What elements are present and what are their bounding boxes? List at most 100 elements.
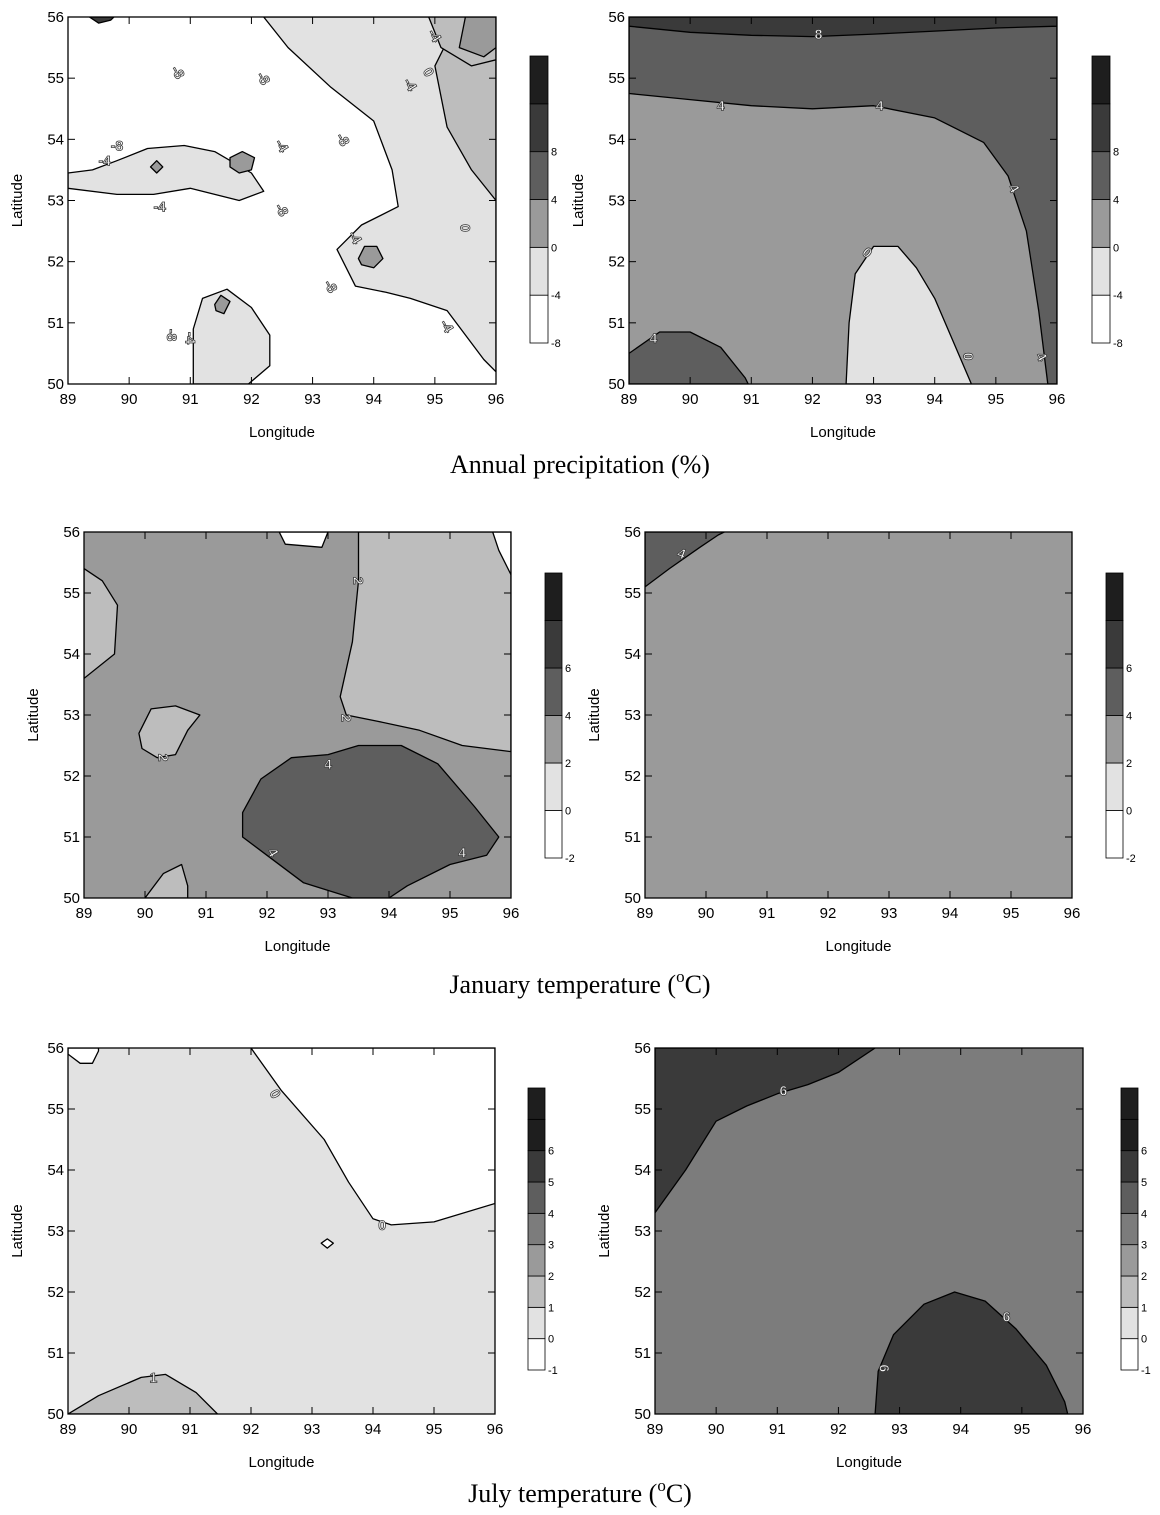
colorbar: -8 -4 0 4 8 <box>1091 55 1123 350</box>
colorbar-segment <box>527 1306 546 1340</box>
x-tick-label: 91 <box>743 391 760 408</box>
contour-region-3 <box>144 863 189 898</box>
x-tick-label: 91 <box>182 1421 199 1438</box>
x-axis-title: Longitude <box>265 938 331 955</box>
colorbar-segment <box>527 1181 546 1214</box>
contour-regions <box>68 1048 495 1414</box>
contour-region-2 <box>845 245 973 384</box>
x-axis-title: Longitude <box>810 424 876 441</box>
colorbar-label: 1 <box>548 1302 554 1314</box>
colorbar-label: 4 <box>1126 711 1132 723</box>
colorbar-label: -8 <box>551 338 561 350</box>
colorbar: -1 0 1 2 3 4 5 6 <box>1120 1087 1151 1377</box>
x-tick-label: 95 <box>988 391 1005 408</box>
colorbar-segment <box>1091 55 1111 105</box>
x-tick-label: 92 <box>804 391 821 408</box>
y-tick-label: 55 <box>63 585 80 602</box>
contour-region-0 <box>68 144 265 202</box>
x-axis-title: Longitude <box>836 1454 902 1471</box>
x-tick-label: 91 <box>759 905 776 922</box>
colorbar-segment <box>527 1212 546 1246</box>
colorbar-segment <box>527 1150 546 1183</box>
contour-region-0 <box>250 1048 495 1226</box>
y-tick-label: 50 <box>608 376 625 393</box>
colorbar-label: 0 <box>548 1334 554 1346</box>
colorbar-segment <box>1105 667 1124 716</box>
y-tick-label: 53 <box>624 707 641 724</box>
colorbar-segment <box>544 572 563 621</box>
colorbar-label: 6 <box>1126 663 1132 675</box>
contour-panel-5: 89 90 91 92 93 94 95 9650515253545556LongitudeL… <box>596 1040 1151 1471</box>
colorbar-label: 8 <box>551 147 557 159</box>
contour-label: -4 <box>153 199 166 215</box>
y-tick-label: 56 <box>63 524 80 541</box>
row-caption-july-unit: C) <box>666 1479 692 1508</box>
x-tick-label: 96 <box>503 905 520 922</box>
y-tick-label: 53 <box>63 707 80 724</box>
colorbar: -8 -4 0 4 8 <box>529 55 561 350</box>
colorbar-segment <box>1105 810 1124 859</box>
y-tick-label: 54 <box>63 646 80 663</box>
y-tick-label: 55 <box>624 585 641 602</box>
x-tick-label: 89 <box>621 391 638 408</box>
row-caption-july: July temperature (oC) <box>468 1476 692 1508</box>
colorbar-label: -8 <box>1113 338 1123 350</box>
contour-label: 6 <box>780 1083 788 1099</box>
contour-region-3 <box>68 1373 219 1414</box>
colorbar-label: 4 <box>548 1208 554 1220</box>
colorbar-label: -4 <box>1113 290 1123 302</box>
contour-label: 1 <box>150 1369 158 1385</box>
contour-region-3 <box>629 331 749 384</box>
colorbar-segment <box>1120 1338 1139 1371</box>
contour-panel-3: 89 90 91 92 93 94 95 96 50 51 52 53 54 55 56 Longitude L… <box>586 524 1136 955</box>
colorbar-segment <box>527 1118 546 1152</box>
colorbar-segment <box>529 55 549 105</box>
y-axis-title: Latitude <box>570 174 587 227</box>
contour-panel-0: 89 90 91 92 93 94 95 96 50 51 52 53 54 55 56 Longitude L… <box>9 9 561 441</box>
contour-label: 6 <box>876 1364 892 1372</box>
colorbar-segment <box>544 620 563 669</box>
contour-panel-4: 89 90 91 92 93 94 95 9650515253545556LongitudeL… <box>9 1040 558 1471</box>
contour-region-1 <box>874 1291 1069 1414</box>
x-tick-label: 90 <box>682 391 699 408</box>
contour-region-4 <box>278 532 329 548</box>
contour-label: 0 <box>457 224 473 232</box>
x-tick-label: 92 <box>259 905 276 922</box>
colorbar-segment <box>1120 1150 1139 1183</box>
colorbar-label: 2 <box>1141 1271 1147 1283</box>
x-tick-label: 95 <box>426 1421 443 1438</box>
colorbar-segment <box>544 667 563 716</box>
y-tick-label: 54 <box>624 646 641 663</box>
colorbar-segment <box>529 246 549 296</box>
colorbar-label: 3 <box>1141 1240 1147 1252</box>
colorbar: -1 0 1 2 3 4 5 6 <box>527 1087 558 1377</box>
colorbar-segment <box>1105 572 1124 621</box>
colorbar-segment <box>1120 1275 1139 1308</box>
x-tick-label: 91 <box>182 391 199 408</box>
contour-label: -8 <box>164 329 180 342</box>
contour-region-2 <box>320 1238 334 1249</box>
colorbar-segment <box>1120 1306 1139 1340</box>
contour-regions <box>68 17 496 384</box>
x-tick-label: 95 <box>1014 1421 1031 1438</box>
y-tick-label: 56 <box>608 9 625 26</box>
x-tick-label: 93 <box>865 391 882 408</box>
y-tick-label: 55 <box>608 70 625 87</box>
x-tick-label: 94 <box>942 905 959 922</box>
plot-background <box>645 532 1072 898</box>
y-tick-label: 52 <box>608 254 625 271</box>
x-tick-label: 96 <box>1064 905 1081 922</box>
x-tick-label: 93 <box>881 905 898 922</box>
contour-region-0 <box>655 1048 876 1214</box>
y-axis-title: Latitude <box>9 1204 26 1257</box>
colorbar-segment <box>529 103 549 153</box>
colorbar-segment <box>1091 199 1111 248</box>
contour-regions <box>84 532 511 898</box>
y-tick-label: 56 <box>634 1040 651 1057</box>
colorbar-label: 2 <box>1126 758 1132 770</box>
contour-region-2 <box>263 17 496 373</box>
contour-label: 0 <box>960 353 976 361</box>
colorbar-label: 0 <box>565 806 571 818</box>
x-tick-label: 94 <box>926 391 943 408</box>
colorbar-segment <box>527 1338 546 1371</box>
